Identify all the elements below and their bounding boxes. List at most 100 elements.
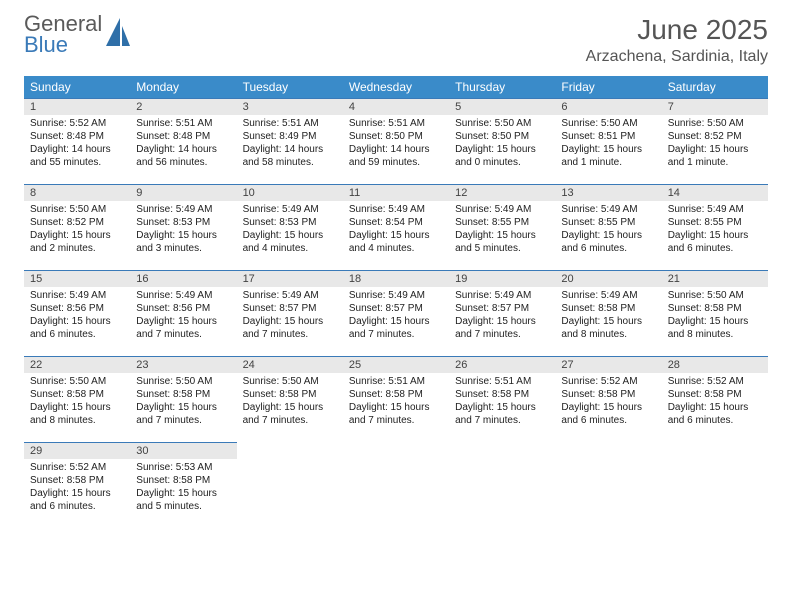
calendar-week-row: 15Sunrise: 5:49 AMSunset: 8:56 PMDayligh…	[24, 270, 768, 356]
day-number: 13	[555, 184, 661, 201]
day-number: 7	[662, 98, 768, 115]
day-details: Sunrise: 5:51 AMSunset: 8:49 PMDaylight:…	[237, 115, 343, 173]
day-details: Sunrise: 5:50 AMSunset: 8:52 PMDaylight:…	[662, 115, 768, 173]
day-number: 4	[343, 98, 449, 115]
calendar-cell: 13Sunrise: 5:49 AMSunset: 8:55 PMDayligh…	[555, 184, 661, 270]
day-number: 14	[662, 184, 768, 201]
calendar-table: SundayMondayTuesdayWednesdayThursdayFrid…	[24, 76, 768, 528]
day-number: 19	[449, 270, 555, 287]
day-details: Sunrise: 5:49 AMSunset: 8:55 PMDaylight:…	[449, 201, 555, 259]
day-details: Sunrise: 5:49 AMSunset: 8:57 PMDaylight:…	[449, 287, 555, 345]
day-details: Sunrise: 5:53 AMSunset: 8:58 PMDaylight:…	[130, 459, 236, 517]
day-details: Sunrise: 5:49 AMSunset: 8:55 PMDaylight:…	[662, 201, 768, 259]
logo: General Blue	[24, 14, 132, 56]
weekday-header: Wednesday	[343, 76, 449, 98]
day-details: Sunrise: 5:50 AMSunset: 8:58 PMDaylight:…	[662, 287, 768, 345]
day-number: 3	[237, 98, 343, 115]
day-details: Sunrise: 5:52 AMSunset: 8:58 PMDaylight:…	[662, 373, 768, 431]
weekday-header: Sunday	[24, 76, 130, 98]
calendar-week-row: 22Sunrise: 5:50 AMSunset: 8:58 PMDayligh…	[24, 356, 768, 442]
calendar-cell: 29Sunrise: 5:52 AMSunset: 8:58 PMDayligh…	[24, 442, 130, 528]
day-number: 1	[24, 98, 130, 115]
day-number: 9	[130, 184, 236, 201]
calendar-cell: 26Sunrise: 5:51 AMSunset: 8:58 PMDayligh…	[449, 356, 555, 442]
day-details: Sunrise: 5:50 AMSunset: 8:51 PMDaylight:…	[555, 115, 661, 173]
calendar-cell: 20Sunrise: 5:49 AMSunset: 8:58 PMDayligh…	[555, 270, 661, 356]
calendar-cell: 3Sunrise: 5:51 AMSunset: 8:49 PMDaylight…	[237, 98, 343, 184]
calendar-cell	[449, 442, 555, 528]
day-number: 24	[237, 356, 343, 373]
day-number: 25	[343, 356, 449, 373]
calendar-cell: 15Sunrise: 5:49 AMSunset: 8:56 PMDayligh…	[24, 270, 130, 356]
calendar-cell: 8Sunrise: 5:50 AMSunset: 8:52 PMDaylight…	[24, 184, 130, 270]
calendar-cell: 16Sunrise: 5:49 AMSunset: 8:56 PMDayligh…	[130, 270, 236, 356]
calendar-cell: 5Sunrise: 5:50 AMSunset: 8:50 PMDaylight…	[449, 98, 555, 184]
day-details: Sunrise: 5:50 AMSunset: 8:58 PMDaylight:…	[130, 373, 236, 431]
weekday-header: Friday	[555, 76, 661, 98]
calendar-week-row: 1Sunrise: 5:52 AMSunset: 8:48 PMDaylight…	[24, 98, 768, 184]
day-details: Sunrise: 5:50 AMSunset: 8:52 PMDaylight:…	[24, 201, 130, 259]
weekday-header: Thursday	[449, 76, 555, 98]
calendar-body: 1Sunrise: 5:52 AMSunset: 8:48 PMDaylight…	[24, 98, 768, 528]
day-number: 27	[555, 356, 661, 373]
day-details: Sunrise: 5:49 AMSunset: 8:58 PMDaylight:…	[555, 287, 661, 345]
day-details: Sunrise: 5:49 AMSunset: 8:53 PMDaylight:…	[130, 201, 236, 259]
day-number: 17	[237, 270, 343, 287]
calendar-cell: 27Sunrise: 5:52 AMSunset: 8:58 PMDayligh…	[555, 356, 661, 442]
day-details: Sunrise: 5:51 AMSunset: 8:58 PMDaylight:…	[449, 373, 555, 431]
calendar-cell: 22Sunrise: 5:50 AMSunset: 8:58 PMDayligh…	[24, 356, 130, 442]
calendar-cell	[343, 442, 449, 528]
day-number: 18	[343, 270, 449, 287]
day-details: Sunrise: 5:52 AMSunset: 8:48 PMDaylight:…	[24, 115, 130, 173]
logo-text: General Blue	[24, 14, 102, 56]
day-details: Sunrise: 5:51 AMSunset: 8:48 PMDaylight:…	[130, 115, 236, 173]
day-details: Sunrise: 5:49 AMSunset: 8:54 PMDaylight:…	[343, 201, 449, 259]
day-details: Sunrise: 5:49 AMSunset: 8:57 PMDaylight:…	[237, 287, 343, 345]
day-number: 20	[555, 270, 661, 287]
day-number: 28	[662, 356, 768, 373]
header: General Blue June 2025 Arzachena, Sardin…	[0, 0, 792, 72]
page-title: June 2025	[586, 14, 768, 46]
weekday-header: Saturday	[662, 76, 768, 98]
weekday-header-row: SundayMondayTuesdayWednesdayThursdayFrid…	[24, 76, 768, 98]
calendar-cell: 30Sunrise: 5:53 AMSunset: 8:58 PMDayligh…	[130, 442, 236, 528]
logo-sail-icon	[106, 18, 132, 52]
day-details: Sunrise: 5:51 AMSunset: 8:58 PMDaylight:…	[343, 373, 449, 431]
calendar-cell: 10Sunrise: 5:49 AMSunset: 8:53 PMDayligh…	[237, 184, 343, 270]
calendar-cell	[237, 442, 343, 528]
day-number: 26	[449, 356, 555, 373]
day-number: 5	[449, 98, 555, 115]
calendar-cell: 7Sunrise: 5:50 AMSunset: 8:52 PMDaylight…	[662, 98, 768, 184]
calendar-week-row: 29Sunrise: 5:52 AMSunset: 8:58 PMDayligh…	[24, 442, 768, 528]
day-details: Sunrise: 5:50 AMSunset: 8:50 PMDaylight:…	[449, 115, 555, 173]
calendar-cell: 23Sunrise: 5:50 AMSunset: 8:58 PMDayligh…	[130, 356, 236, 442]
day-details: Sunrise: 5:49 AMSunset: 8:53 PMDaylight:…	[237, 201, 343, 259]
day-details: Sunrise: 5:49 AMSunset: 8:56 PMDaylight:…	[130, 287, 236, 345]
calendar-cell: 4Sunrise: 5:51 AMSunset: 8:50 PMDaylight…	[343, 98, 449, 184]
location-text: Arzachena, Sardinia, Italy	[586, 48, 768, 66]
calendar-week-row: 8Sunrise: 5:50 AMSunset: 8:52 PMDaylight…	[24, 184, 768, 270]
day-number: 2	[130, 98, 236, 115]
day-number: 12	[449, 184, 555, 201]
day-number: 21	[662, 270, 768, 287]
calendar-cell: 1Sunrise: 5:52 AMSunset: 8:48 PMDaylight…	[24, 98, 130, 184]
day-number: 16	[130, 270, 236, 287]
calendar-cell: 9Sunrise: 5:49 AMSunset: 8:53 PMDaylight…	[130, 184, 236, 270]
calendar-cell	[662, 442, 768, 528]
day-number: 6	[555, 98, 661, 115]
logo-text-bottom: Blue	[24, 35, 102, 56]
day-number: 22	[24, 356, 130, 373]
calendar-cell: 2Sunrise: 5:51 AMSunset: 8:48 PMDaylight…	[130, 98, 236, 184]
weekday-header: Tuesday	[237, 76, 343, 98]
calendar-cell: 18Sunrise: 5:49 AMSunset: 8:57 PMDayligh…	[343, 270, 449, 356]
day-details: Sunrise: 5:50 AMSunset: 8:58 PMDaylight:…	[237, 373, 343, 431]
calendar-cell: 12Sunrise: 5:49 AMSunset: 8:55 PMDayligh…	[449, 184, 555, 270]
title-block: June 2025 Arzachena, Sardinia, Italy	[586, 14, 768, 66]
calendar-cell: 21Sunrise: 5:50 AMSunset: 8:58 PMDayligh…	[662, 270, 768, 356]
day-details: Sunrise: 5:49 AMSunset: 8:55 PMDaylight:…	[555, 201, 661, 259]
calendar-cell: 24Sunrise: 5:50 AMSunset: 8:58 PMDayligh…	[237, 356, 343, 442]
day-number: 23	[130, 356, 236, 373]
calendar-cell: 25Sunrise: 5:51 AMSunset: 8:58 PMDayligh…	[343, 356, 449, 442]
calendar-cell: 11Sunrise: 5:49 AMSunset: 8:54 PMDayligh…	[343, 184, 449, 270]
day-details: Sunrise: 5:52 AMSunset: 8:58 PMDaylight:…	[555, 373, 661, 431]
